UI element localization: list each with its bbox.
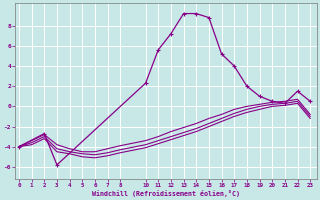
X-axis label: Windchill (Refroidissement éolien,°C): Windchill (Refroidissement éolien,°C) (92, 190, 240, 197)
